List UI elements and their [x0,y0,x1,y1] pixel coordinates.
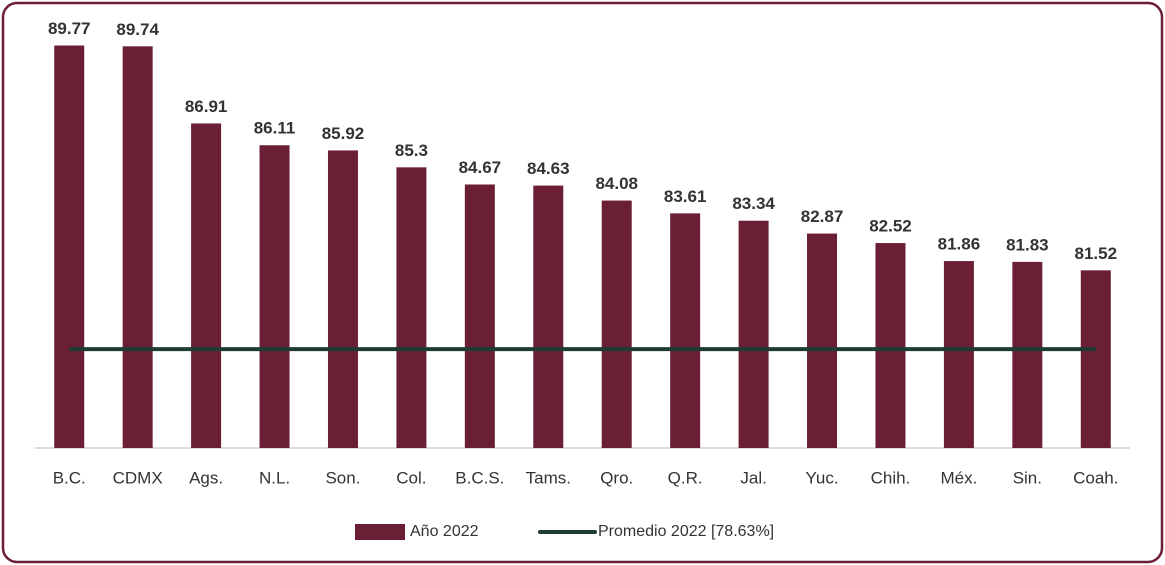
bar [807,233,838,448]
bar [191,123,222,448]
value-label: 86.91 [185,97,228,116]
x-tick-label: Tams. [526,468,571,487]
bar [875,243,906,448]
x-tick-label: Qro. [600,468,633,487]
value-label: 83.34 [732,194,775,213]
value-label: 81.83 [1006,235,1049,254]
bar [738,220,769,448]
bar [396,167,427,448]
value-label: 84.63 [527,159,570,178]
legend-swatch [355,524,405,540]
bar [1012,261,1043,448]
x-tick-label: N.L. [259,468,290,487]
bar [464,184,495,448]
bar [122,46,153,449]
value-label: 84.08 [595,174,638,193]
x-tick-label: Q.R. [668,468,703,487]
x-tick-label: CDMX [113,468,163,487]
bar [54,45,85,448]
x-tick-label: Ags. [189,468,223,487]
value-label: 83.61 [664,187,707,206]
legend-label: Promedio 2022 [78.63%] [598,523,774,540]
value-label: 89.77 [48,19,91,38]
bar [670,213,701,448]
value-label: 81.52 [1075,244,1118,263]
value-label: 86.11 [254,119,296,138]
value-label: 81.86 [938,235,981,254]
value-label: 89.74 [116,20,159,39]
value-label: 85.3 [395,141,428,160]
bar [943,261,974,448]
x-tick-label: Col. [396,468,426,487]
x-tick-label: Coah. [1073,468,1118,487]
x-tick-label: B.C. [53,468,86,487]
bar [533,185,564,448]
legend-label: Año 2022 [410,523,479,540]
x-tick-label: B.C.S. [455,468,504,487]
x-tick-label: Son. [325,468,360,487]
value-label: 82.52 [869,217,912,236]
bar [259,145,290,448]
bar [327,150,358,448]
x-tick-label: Chih. [871,468,911,487]
value-label: 85.92 [322,124,365,143]
x-tick-label: Yuc. [805,468,838,487]
x-tick-label: Jal. [740,468,766,487]
bar [1080,270,1111,448]
x-tick-label: Méx. [940,468,977,487]
value-label: 84.67 [459,158,502,177]
x-tick-label: Sin. [1013,468,1042,487]
bar [601,200,632,448]
value-label: 82.87 [801,207,844,226]
